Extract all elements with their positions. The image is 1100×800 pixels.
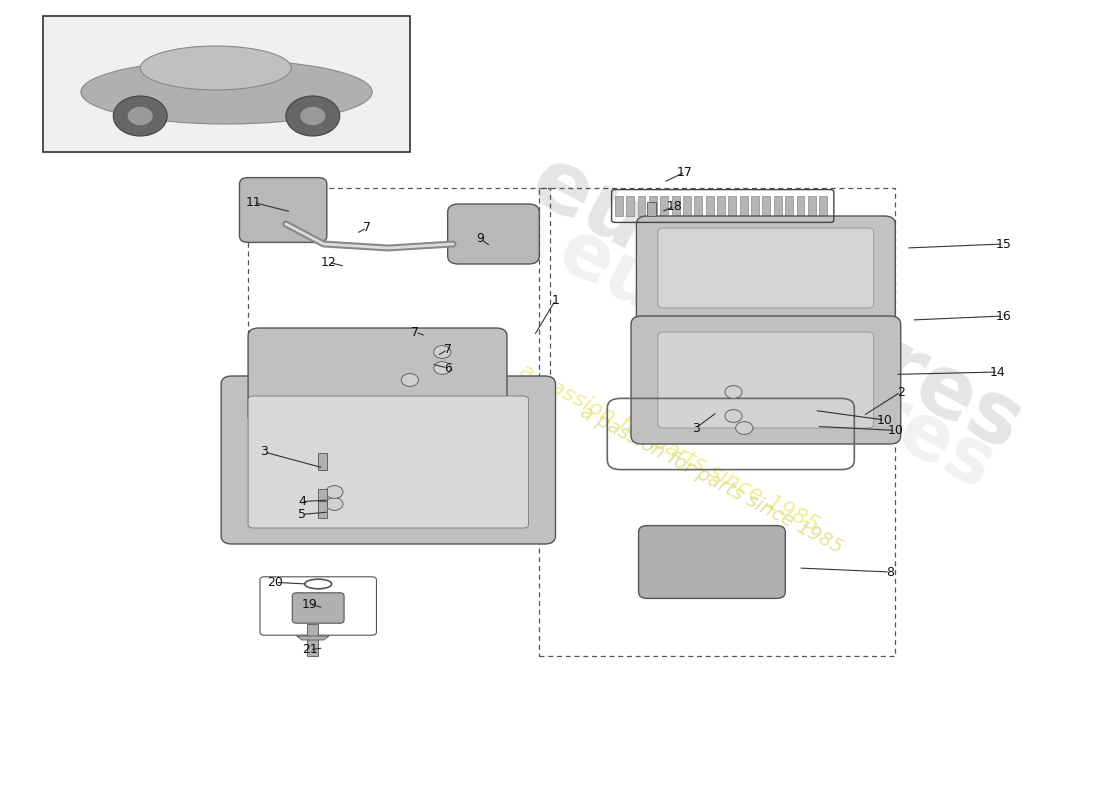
Bar [728, 196, 736, 216]
Bar [615, 196, 623, 216]
Circle shape [433, 346, 451, 358]
Text: 15: 15 [996, 238, 1011, 250]
Text: 7: 7 [363, 222, 371, 234]
Bar [717, 196, 725, 216]
FancyBboxPatch shape [658, 332, 873, 428]
Text: 4: 4 [298, 495, 306, 508]
Bar [706, 196, 714, 216]
Text: 14: 14 [990, 366, 1005, 378]
Text: 2: 2 [896, 386, 904, 398]
Circle shape [736, 422, 752, 434]
Bar [318, 501, 327, 518]
Text: 9: 9 [476, 232, 484, 245]
Bar [807, 196, 816, 216]
Bar [539, 188, 895, 656]
Bar [820, 196, 827, 216]
Bar [249, 188, 550, 536]
Text: 17: 17 [676, 166, 693, 178]
Bar [647, 202, 656, 216]
Circle shape [326, 486, 343, 498]
Circle shape [433, 362, 451, 374]
Bar [773, 196, 782, 216]
Circle shape [128, 106, 153, 126]
Text: 11: 11 [245, 196, 262, 209]
Bar [318, 453, 327, 470]
Circle shape [725, 386, 742, 398]
Circle shape [725, 410, 742, 422]
FancyBboxPatch shape [639, 526, 785, 598]
Bar [307, 624, 318, 656]
FancyBboxPatch shape [240, 178, 327, 242]
FancyBboxPatch shape [637, 216, 895, 324]
Bar [318, 489, 327, 506]
Bar [638, 196, 646, 216]
FancyBboxPatch shape [448, 204, 539, 264]
FancyBboxPatch shape [249, 396, 528, 528]
Bar [660, 196, 668, 216]
Text: 12: 12 [321, 256, 337, 269]
Text: 7: 7 [443, 343, 452, 356]
Circle shape [113, 96, 167, 136]
Ellipse shape [140, 46, 292, 90]
Text: 16: 16 [996, 310, 1011, 322]
Text: 20: 20 [267, 576, 283, 589]
FancyBboxPatch shape [293, 593, 344, 623]
Text: 3: 3 [261, 446, 268, 458]
Text: eurospares: eurospares [546, 214, 1008, 506]
Text: 6: 6 [443, 362, 452, 374]
Text: 21: 21 [301, 643, 318, 656]
Text: 1: 1 [551, 294, 560, 306]
Circle shape [286, 96, 340, 136]
Bar [751, 196, 759, 216]
FancyBboxPatch shape [631, 316, 901, 444]
Text: 3: 3 [692, 422, 700, 434]
Bar [694, 196, 702, 216]
Bar [785, 196, 793, 216]
Text: eurospares: eurospares [517, 139, 1036, 469]
Circle shape [326, 498, 343, 510]
Text: 7: 7 [411, 326, 419, 338]
FancyBboxPatch shape [249, 328, 507, 424]
Circle shape [300, 106, 326, 126]
Bar [43, 16, 410, 152]
Text: 8: 8 [886, 566, 894, 578]
Bar [739, 196, 748, 216]
Ellipse shape [81, 60, 372, 124]
Bar [796, 196, 804, 216]
FancyBboxPatch shape [221, 376, 556, 544]
Text: a passion for parts since 1985: a passion for parts since 1985 [516, 360, 822, 536]
Text: 19: 19 [301, 598, 318, 610]
Polygon shape [297, 636, 329, 640]
Circle shape [402, 374, 418, 386]
Text: 18: 18 [667, 200, 682, 213]
Text: 10: 10 [877, 414, 892, 426]
Bar [762, 196, 770, 216]
Text: 10: 10 [888, 424, 903, 437]
Text: 5: 5 [298, 508, 306, 521]
Text: a passion for parts since 1985: a passion for parts since 1985 [578, 402, 846, 558]
FancyBboxPatch shape [658, 228, 873, 308]
Bar [672, 196, 680, 216]
Bar [649, 196, 657, 216]
Bar [626, 196, 634, 216]
Bar [683, 196, 691, 216]
